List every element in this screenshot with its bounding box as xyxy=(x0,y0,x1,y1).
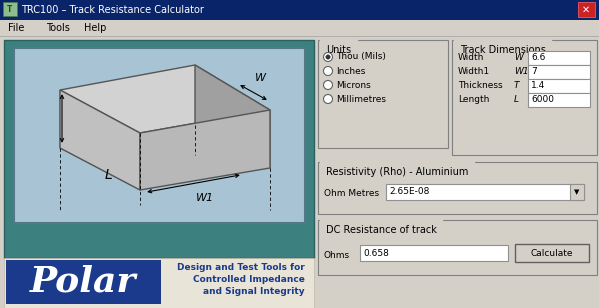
Text: Ohms: Ohms xyxy=(324,250,350,260)
Text: T: T xyxy=(7,5,13,14)
Text: and Signal Integrity: and Signal Integrity xyxy=(204,287,305,297)
Bar xyxy=(6,260,161,304)
Bar xyxy=(318,162,597,214)
Bar xyxy=(528,79,590,93)
Bar xyxy=(0,0,599,20)
Bar xyxy=(360,245,508,261)
Polygon shape xyxy=(60,90,140,190)
Text: Inches: Inches xyxy=(336,67,365,75)
Polygon shape xyxy=(60,65,270,133)
Text: 6.6: 6.6 xyxy=(531,54,545,63)
Text: ▼: ▼ xyxy=(574,189,580,195)
Text: DC Resistance of track: DC Resistance of track xyxy=(326,225,437,235)
Text: 0.658: 0.658 xyxy=(363,249,389,257)
Bar xyxy=(452,40,597,155)
Circle shape xyxy=(323,52,332,62)
Text: ✕: ✕ xyxy=(582,5,590,14)
Text: 6000: 6000 xyxy=(531,95,554,104)
Text: L: L xyxy=(514,95,519,104)
Bar xyxy=(570,184,584,200)
Text: Microns: Microns xyxy=(336,80,371,90)
Text: Polar: Polar xyxy=(30,265,136,299)
Bar xyxy=(0,20,599,36)
Text: W1: W1 xyxy=(196,193,214,203)
Bar xyxy=(3,2,17,16)
Text: L: L xyxy=(105,168,113,182)
Circle shape xyxy=(323,80,332,90)
Bar xyxy=(515,244,589,262)
Bar xyxy=(14,48,305,223)
Bar xyxy=(318,40,448,148)
Bar xyxy=(528,93,590,107)
Circle shape xyxy=(326,55,330,59)
Text: 7: 7 xyxy=(531,67,537,76)
Text: 1.4: 1.4 xyxy=(531,82,545,91)
Polygon shape xyxy=(140,110,270,190)
Circle shape xyxy=(323,67,332,75)
Bar xyxy=(386,184,584,200)
Text: Calculate: Calculate xyxy=(531,249,573,257)
Text: Controlled Impedance: Controlled Impedance xyxy=(193,275,305,285)
Text: Resistivity (Rho) - Aluminium: Resistivity (Rho) - Aluminium xyxy=(326,167,468,177)
Bar xyxy=(528,65,590,79)
Text: Design and Test Tools for: Design and Test Tools for xyxy=(177,264,305,273)
Text: Ohm Metres: Ohm Metres xyxy=(324,189,379,198)
Bar xyxy=(318,220,597,275)
Text: T: T xyxy=(514,82,519,91)
Text: W: W xyxy=(514,54,523,63)
Text: Thickness: Thickness xyxy=(458,82,503,91)
Text: W: W xyxy=(255,73,265,83)
Text: TRC100 – Track Resistance Calculator: TRC100 – Track Resistance Calculator xyxy=(21,5,204,15)
Polygon shape xyxy=(60,90,140,190)
Text: 2.65E-08: 2.65E-08 xyxy=(389,188,429,197)
Bar xyxy=(4,258,314,308)
Text: Help: Help xyxy=(84,23,107,33)
Circle shape xyxy=(323,95,332,103)
Text: Thou (Mils): Thou (Mils) xyxy=(336,52,386,62)
Text: Tools: Tools xyxy=(46,23,70,33)
Text: Units: Units xyxy=(326,45,351,55)
Bar xyxy=(528,51,590,65)
Polygon shape xyxy=(195,65,270,168)
Text: Width: Width xyxy=(458,54,485,63)
Text: Millimetres: Millimetres xyxy=(336,95,386,103)
Bar xyxy=(4,40,314,258)
Text: Width1: Width1 xyxy=(458,67,490,76)
Text: W1: W1 xyxy=(514,67,529,76)
Text: File: File xyxy=(8,23,25,33)
Bar xyxy=(578,2,595,17)
Bar xyxy=(0,36,599,308)
Text: Track Dimensions: Track Dimensions xyxy=(460,45,546,55)
Text: Length: Length xyxy=(458,95,489,104)
